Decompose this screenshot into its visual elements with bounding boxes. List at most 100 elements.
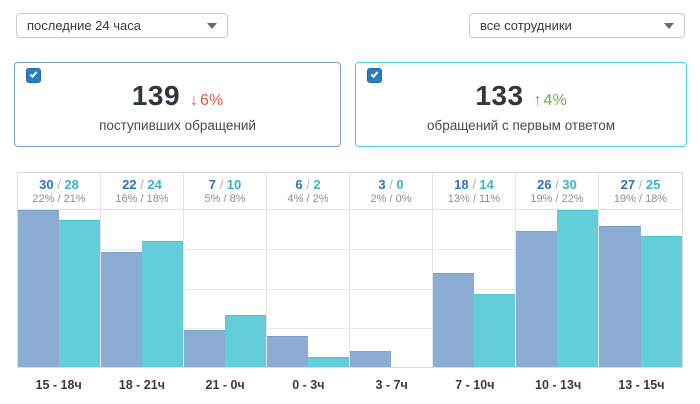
bar-series2 [142,241,183,367]
chart-column [433,210,516,367]
bar-series2 [308,356,349,367]
first-answer-checkbox[interactable] [367,68,382,83]
column-values: 3 / 0 [350,177,432,192]
series2-value: 30 [562,177,577,192]
chart-header-row: 30 / 28 22% / 21% 22 / 24 16% / 18% 7 / 10 5%… [18,173,682,210]
chart-column [516,210,599,367]
value-separator: / [635,177,646,192]
series2-value: 28 [64,177,79,192]
check-icon [370,70,379,78]
column-percents: 2% / 0% [370,193,412,205]
series1-value: 18 [454,177,469,192]
first-answer-value: 133 [475,80,524,111]
chart-column-header: 30 / 28 22% / 21% [18,173,101,210]
chart-plot [18,210,682,367]
chart-column-header: 6 / 2 4% / 2% [267,173,350,210]
value-separator: / [302,177,314,192]
first-answer-card: 133 ↑ 4% обращений с первым ответом [355,62,687,147]
bar-series2 [225,314,266,367]
x-axis-label: 3 - 7ч [375,378,408,392]
bar-series2 [59,220,100,367]
first-answer-label: обращений с первым ответом [426,118,616,133]
bar-series2 [557,210,598,367]
chart-column-header: 22 / 24 16% / 18% [101,173,184,210]
incoming-requests-checkbox[interactable] [26,68,41,83]
column-percents: 5% / 8% [204,193,246,205]
series1-value: 3 [378,177,386,192]
column-percents: 22% / 21% [32,193,86,205]
chart-column [18,210,101,367]
series1-value: 30 [39,177,54,192]
bar-series2 [474,293,515,367]
column-percents: 19% / 22% [530,193,584,205]
incoming-requests-card: 139 ↓ 6% поступивших обращений [14,62,341,147]
chart-column-header: 18 / 14 13% / 11% [433,173,516,210]
period-select-value: последние 24 часа [27,18,141,33]
column-values: 27 / 25 [599,177,682,192]
chart-column [101,210,184,367]
series1-value: 7 [208,177,216,192]
x-axis-label: 7 - 10ч [455,378,495,392]
column-values: 7 / 10 [184,177,266,192]
trend-up-arrow-icon: ↑ [533,92,542,109]
series1-value: 22 [122,177,137,192]
chart-column [350,210,433,367]
series2-value: 14 [479,177,494,192]
column-values: 6 / 2 [267,177,349,192]
x-axis-label: 15 - 18ч [35,378,82,392]
series2-value: 24 [147,177,162,192]
value-separator: / [53,177,65,192]
period-select[interactable]: последние 24 часа [16,13,228,38]
value-separator: / [136,177,148,192]
incoming-requests-delta: 6% [200,92,224,109]
bar-series1 [433,272,474,367]
bar-series1 [267,335,308,367]
column-values: 18 / 14 [433,177,515,192]
x-axis-label: 18 - 21ч [118,378,165,392]
dropdown-arrow-icon [664,22,674,29]
bar-series1 [184,330,225,367]
chart-column-header: 7 / 10 5% / 8% [184,173,267,210]
column-percents: 19% / 18% [613,193,668,205]
chart-column [267,210,350,367]
series2-value: 10 [226,177,242,192]
dropdown-arrow-icon [207,22,217,29]
series1-value: 6 [295,177,303,192]
column-values: 30 / 28 [18,177,100,192]
first-answer-delta: 4% [543,92,567,109]
bar-series1 [350,351,391,367]
incoming-requests-value: 139 [131,80,181,111]
gridline [18,288,682,290]
column-percents: 4% / 2% [287,193,329,205]
series1-value: 26 [537,177,552,192]
column-values: 26 / 30 [516,177,598,192]
x-axis-label: 10 - 13ч [535,378,582,392]
incoming-requests-label: поступивших обращений [99,118,256,133]
series2-value: 2 [313,177,321,192]
column-percents: 16% / 18% [115,193,169,205]
series2-value: 25 [645,177,661,192]
employees-select[interactable]: все сотрудники [469,13,685,38]
bar-series1 [101,251,142,367]
chart-labels-row: 15 - 18ч 18 - 21ч 21 - 0ч 0 - 3ч 3 - 7ч 7 - 1… [17,372,683,392]
gridline [18,327,682,329]
chart-column-header: 26 / 30 19% / 22% [516,173,599,210]
employees-select-value: все сотрудники [480,18,572,33]
bar-series1 [18,210,59,367]
column-values: 22 / 24 [101,177,183,192]
chart-columns [18,210,682,367]
hourly-requests-chart: 30 / 28 22% / 21% 22 / 24 16% / 18% 7 / 10 5%… [17,172,683,392]
bar-series1 [516,230,557,367]
bar-series1 [599,225,641,367]
x-axis-label: 0 - 3ч [292,378,325,392]
x-axis-label: 13 - 15ч [618,378,665,392]
check-icon [29,70,38,78]
chart-column [184,210,267,367]
series2-value: 0 [396,177,404,192]
x-axis-label: 21 - 0ч [205,378,245,392]
chart-column-header: 27 / 25 19% / 18% [599,173,682,210]
trend-down-arrow-icon: ↓ [190,92,199,109]
chart-column-header: 3 / 0 2% / 0% [350,173,433,210]
value-separator: / [215,177,227,192]
value-separator: / [385,177,397,192]
